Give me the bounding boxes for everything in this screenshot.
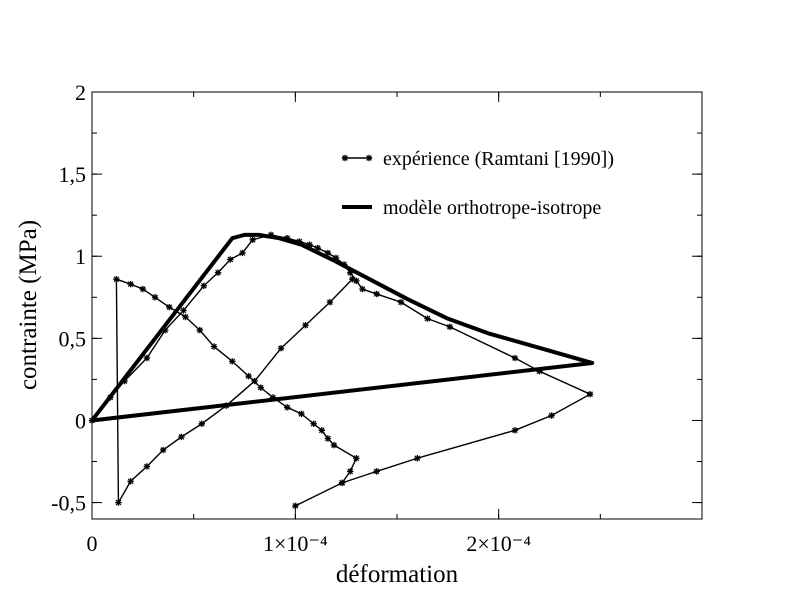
data-point [324, 435, 332, 442]
y-tick-label: 0 [75, 408, 86, 433]
data-point [251, 377, 258, 385]
legend-entry-model: modèle orthotrope-isotrope [342, 197, 601, 219]
data-point [324, 249, 332, 257]
data-point [347, 468, 354, 475]
data-point [151, 294, 159, 301]
data-point [446, 323, 454, 331]
legend: expérience (Ramtani [1990]) modèle ortho… [341, 148, 614, 219]
data-point [349, 276, 356, 283]
series-line-model [90, 232, 595, 423]
data-point [373, 290, 380, 298]
data-point [284, 404, 291, 411]
data-point [198, 420, 205, 427]
data-point [330, 441, 338, 449]
data-point [166, 303, 173, 311]
data-point [229, 358, 236, 365]
data-point [178, 433, 185, 441]
x-tick-label: 2×10⁻⁴ [466, 531, 531, 556]
data-point [314, 244, 321, 252]
y-tick-label: -0,5 [51, 491, 86, 516]
data-point [249, 236, 256, 244]
data-point [245, 372, 252, 380]
data-point [214, 269, 222, 276]
data-point [159, 446, 167, 454]
x-tick-label: 0 [87, 531, 98, 556]
y-tick-label: 1 [75, 244, 86, 269]
data-point [127, 478, 134, 485]
data-point [548, 412, 555, 419]
data-point [326, 299, 334, 306]
data-point [511, 427, 519, 434]
data-point [302, 322, 309, 329]
legend-entry-experience: expérience (Ramtani [1990]) [341, 148, 614, 170]
data-point [239, 249, 246, 257]
data-point [414, 455, 421, 462]
data-point [115, 499, 122, 506]
data-point [196, 326, 203, 334]
data-point [365, 154, 373, 162]
legend-marker-star [365, 154, 373, 162]
x-axis-title: déformation [336, 561, 459, 588]
data-point [182, 313, 189, 321]
data-point [298, 410, 305, 418]
data-point [113, 276, 120, 283]
data-point [227, 256, 234, 263]
series-layer [88, 231, 595, 510]
data-point [397, 299, 405, 306]
data-point [127, 280, 134, 288]
data-point [143, 354, 151, 362]
y-tick-label: 0,5 [59, 326, 87, 351]
data-point [341, 154, 349, 162]
x-tick-label: 1×10⁻⁴ [263, 531, 328, 556]
data-point [318, 427, 325, 434]
legend-label-model: modèle orthotrope-isotrope [383, 197, 601, 219]
data-point [586, 390, 594, 398]
y-tick-label: 1,5 [59, 162, 87, 187]
data-point [373, 468, 380, 475]
data-point [424, 315, 431, 322]
data-point [143, 463, 151, 470]
data-point [359, 285, 366, 293]
y-axis-title: contrainte (MPa) [15, 220, 42, 390]
data-point [277, 345, 285, 352]
data-point [353, 455, 360, 462]
y-tick-label: 2 [75, 80, 86, 105]
data-point [210, 343, 218, 350]
data-point [292, 502, 299, 510]
legend-label-experience: expérience (Ramtani [1990]) [383, 148, 614, 170]
data-point [180, 307, 187, 314]
data-point [511, 354, 519, 362]
data-point [200, 282, 208, 289]
data-point [139, 285, 147, 293]
legend-marker-star [341, 154, 349, 162]
data-point [257, 384, 264, 391]
data-point [338, 479, 346, 487]
data-point [310, 420, 317, 427]
tick-labels: 0 1×10⁻⁴ 2×10⁻⁴-0,500,511,52 [51, 80, 531, 556]
